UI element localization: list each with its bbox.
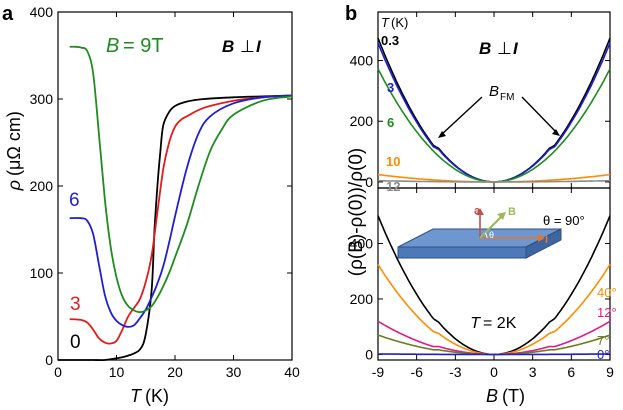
panel-a-series-9T [69,45,293,314]
panel-b-top-ytick-label: 400 [350,53,374,69]
panel-a-ylabel-unit: (μΩ cm) [4,111,24,176]
panel-b-legend-title: (K) [391,15,408,30]
panel-a-ytick-label: 200 [30,178,54,194]
panel-b-xtick-label: 9 [606,364,614,380]
inset-b-arrowhead [497,212,506,220]
panel-a-ytick-label: 100 [30,265,54,281]
panel-a-geometry-i: I [256,37,262,56]
inset-label-theta: θ [489,230,494,240]
panel-a-label-0: 0 [70,332,81,353]
panel-b-bottom-series-40° [377,264,611,356]
panel-a-series-3 [69,94,293,345]
inset-slab-front [397,246,527,259]
panel-b-xtick-label: 3 [529,364,537,380]
panel-b-legend-title-symbol: T [381,15,390,30]
panel-a-label-6: 6 [69,190,80,211]
panel-b-ylabel: (ρ(B)-ρ(0))/ρ(0) [346,148,367,276]
inset-label-b: B [508,206,516,218]
panel-b-angle-12: 12° [597,305,617,320]
panel-b-bottom-ytick-label: 400 [350,235,374,251]
panel-b-temperature-symbol: T [470,315,481,332]
panel-b-xlabel-unit: (T) [502,386,525,406]
panel-a-ytick-label: 400 [30,4,54,20]
panel-b-bfm-subscript: FM [500,92,514,103]
panel-a-ytick-label: 300 [30,91,54,107]
panel-a-label-3: 3 [70,294,81,315]
panel-a-xtick-label: 40 [284,364,300,380]
panel-b-label: b [345,3,357,25]
panel-b-geometry-perp: ⊥ [497,39,512,58]
panel-a-ylabel-symbol: ρ [4,180,24,191]
panel-b-bottom-series-7° [377,334,611,356]
panel-b-bfm-arrowhead-right [552,129,560,136]
panel-b-bfm-symbol: B [489,83,499,100]
panel-b-top-frame [377,11,611,189]
inset-angle-arc [484,232,488,239]
inset-i-arrowhead [538,234,545,242]
inset-slab-side [525,228,562,259]
panel-b-geometry-b: B [479,39,491,58]
panel-a-series [58,45,293,362]
panel-b-bottom-ytick-label: 200 [350,291,374,307]
panel-a-field-value: = 9T [123,35,164,57]
panel-b-legend-12: 12 [386,179,400,194]
panel-a-series-0 [58,94,293,362]
panel-b-geometry-i: I [513,39,519,58]
panel-b-axes: -9 -6 -3 0 3 6 9 0 200 400 0 200 400 [350,11,614,380]
panel-b-angle-0: 0° [597,347,609,362]
panel-b-bfm-arrow-right [521,96,558,134]
panel-a-geometry-b: B [222,37,234,56]
panel-b-legend-03: 0.3 [381,33,399,48]
inset-b-vector [479,215,503,239]
inset-a-arrowhead [476,208,484,215]
inset-label-i: I [545,234,548,246]
panel-a-xtick-label: 30 [226,364,242,380]
panel-b-legend-3: 3 [387,80,394,95]
panel-a-frame [57,11,293,361]
panel-a-xlabel-symbol: T [130,386,143,406]
panel-b-xtick-label: 0 [490,364,498,380]
panel-b-top-ytick-label: 0 [365,174,373,190]
panel-b-xtick-label: -3 [449,364,462,380]
panel-b-inset: a B I θ [397,205,562,259]
panel-b-bottom-series-0° [378,353,610,356]
panel-b-angle-7: 7° [597,333,609,348]
panel-b-xtick-label: 6 [567,364,575,380]
panel-a-xlabel-unit: (K) [145,386,169,406]
panel-a-series-6 [69,94,293,328]
panel-b-xtick-label: -6 [410,364,423,380]
panel-a-xtick-label: 10 [109,364,125,380]
panel-b-bottom-ytick-label: 0 [365,346,373,362]
panel-b-series [377,37,611,356]
panel-b-top-series-12 [378,179,610,183]
panel-a-ytick-label: 0 [45,352,53,368]
panel-a-field-symbol: B [106,35,119,57]
panel-b-top-ytick-label: 200 [350,113,374,129]
panel-b-bfm-arrow-left [440,96,483,136]
panel-a-xtick-label: 20 [167,364,183,380]
panel-b-legend-10: 10 [386,154,400,169]
panel-a-xtick-label: 0 [54,364,62,380]
panel-b-temperature-value: = 2K [483,315,517,332]
panel-b-legend-6: 6 [387,115,394,130]
panel-b-angle-40: 40° [597,285,617,300]
panel-b-angle-90: θ = 90° [543,213,585,228]
panel-b-xtick-label: -9 [372,364,385,380]
panel-b-bfm-arrowhead-left [438,131,446,138]
panel-b-top-series-0.3 [377,37,611,183]
inset-label-a: a [474,205,481,217]
panel-b-xlabel-symbol: B [486,386,498,406]
panel-a-label: a [2,3,14,25]
panel-a-geometry-perp: ⊥ [240,37,255,56]
